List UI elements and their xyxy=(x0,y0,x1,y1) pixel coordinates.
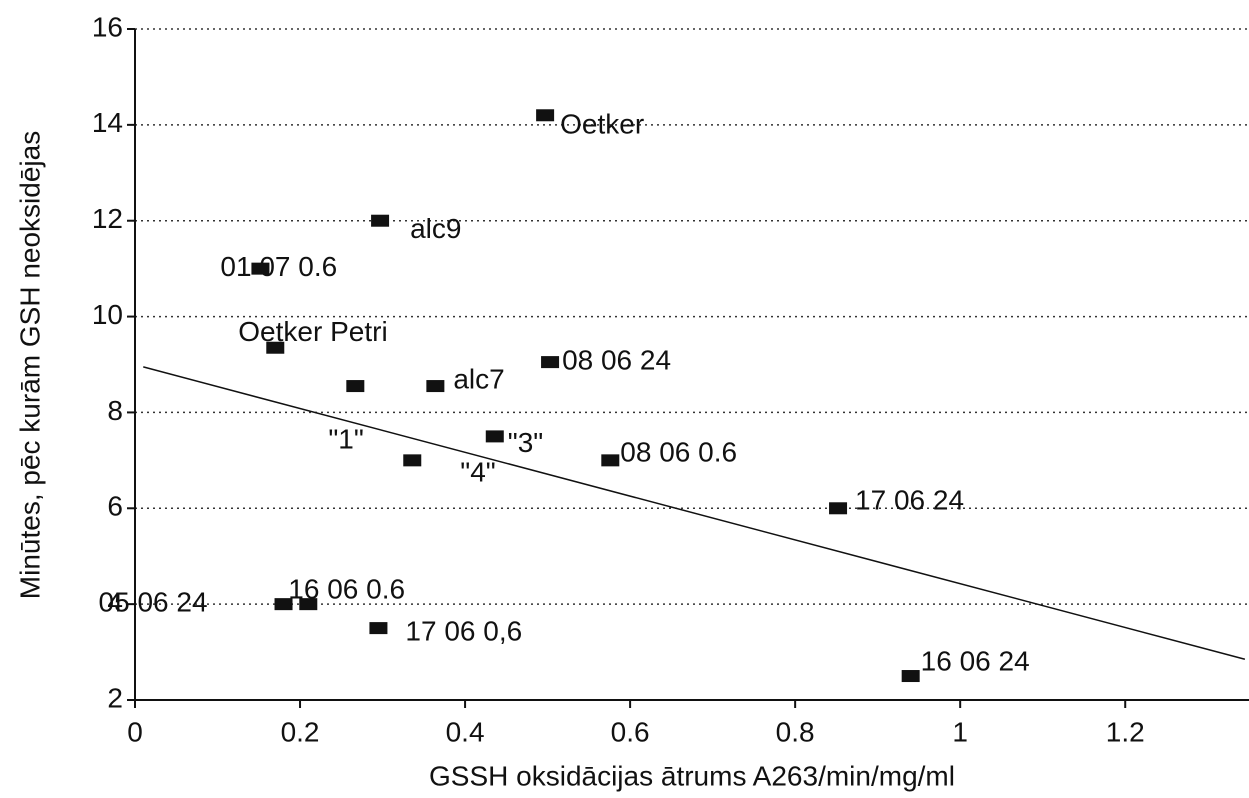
y-tick-label: 6 xyxy=(107,491,123,522)
point xyxy=(266,341,285,354)
point xyxy=(829,502,848,515)
point-label: 08 06 0.6 xyxy=(620,437,737,468)
x-tick-label: 0.2 xyxy=(281,716,320,747)
y-tick-label: 4 xyxy=(107,587,123,618)
point xyxy=(403,454,422,467)
point xyxy=(601,454,620,467)
x-tick-label: 1.2 xyxy=(1106,716,1145,747)
point xyxy=(485,430,504,443)
point-label: 16 06 0.6 xyxy=(288,574,405,605)
point-label: Oetker Petri xyxy=(238,316,387,347)
x-tick-label: 0.6 xyxy=(611,716,650,747)
point-label: 17 06 24 xyxy=(855,485,964,516)
point-label: 05 06 24 xyxy=(99,587,208,618)
point-label: 16 06 24 xyxy=(921,645,1030,676)
y-tick-label: 2 xyxy=(107,682,123,713)
x-axis-label: GSSH oksidācijas ātrums A263/min/mg/ml xyxy=(429,760,955,791)
point-label: "4" xyxy=(460,457,495,488)
point-label: 08 06 24 xyxy=(562,344,671,375)
point xyxy=(299,598,318,611)
point-label: 01 07 0.6 xyxy=(220,251,337,282)
point-label: alc7 xyxy=(453,363,504,394)
trend-line xyxy=(143,366,1246,660)
point xyxy=(426,380,445,393)
point xyxy=(536,109,555,122)
point xyxy=(369,622,388,635)
x-tick-label: 0.4 xyxy=(446,716,485,747)
point-label: "3" xyxy=(508,427,543,458)
point-label: Oetker xyxy=(560,109,644,140)
point-label: "1" xyxy=(328,423,363,454)
point xyxy=(541,356,560,369)
point-label: 17 06 0,6 xyxy=(405,615,522,646)
point xyxy=(251,262,270,275)
point xyxy=(274,598,293,611)
y-axis-label: Minūtes, pēc kurām GSH neoksidējas xyxy=(14,131,45,599)
y-tick-label: 14 xyxy=(92,107,123,138)
y-tick-label: 8 xyxy=(107,395,123,426)
point xyxy=(346,380,365,393)
y-tick-label: 12 xyxy=(92,203,123,234)
point xyxy=(371,214,390,227)
point xyxy=(901,670,920,683)
x-tick-label: 0.8 xyxy=(776,716,815,747)
y-tick-label: 16 xyxy=(92,11,123,42)
y-tick-label: 10 xyxy=(92,299,123,330)
x-tick-label: 1 xyxy=(952,716,968,747)
point-label: alc9 xyxy=(410,213,461,244)
x-tick-label: 0 xyxy=(127,716,143,747)
